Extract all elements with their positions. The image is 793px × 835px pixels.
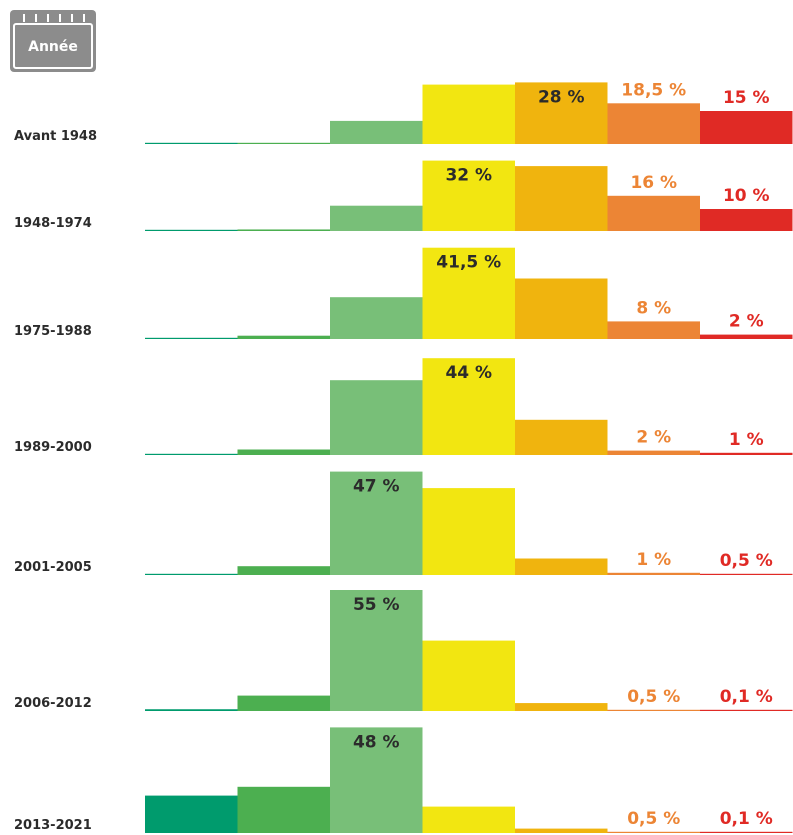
row-label: 2001-2005: [14, 560, 92, 575]
bar: [700, 452, 793, 455]
bar: [700, 209, 793, 231]
value-label: 8 %: [636, 298, 671, 318]
value-label: 0,5 %: [720, 551, 773, 571]
bar: [515, 82, 608, 144]
bar: [422, 806, 515, 833]
value-label: 47 %: [353, 477, 400, 497]
row-label: 1948-1974: [14, 216, 92, 231]
bar: [700, 573, 793, 575]
bar: [700, 334, 793, 339]
bar: [330, 297, 423, 339]
bar: [330, 590, 423, 711]
bar: [145, 709, 238, 711]
bar: [515, 419, 608, 455]
bar: [515, 828, 608, 833]
bar: [607, 321, 700, 339]
bar: [607, 572, 700, 575]
value-label: 15 %: [723, 88, 770, 108]
bar: [515, 558, 608, 575]
bar: [422, 640, 515, 711]
value-label: 10 %: [723, 186, 770, 206]
bar: [237, 449, 330, 455]
bar: [330, 120, 423, 144]
value-label: 1 %: [636, 550, 671, 570]
bar: [422, 84, 515, 144]
bar: [330, 471, 423, 575]
bar: [700, 831, 793, 833]
value-label: 28 %: [538, 87, 585, 107]
bar: [145, 337, 238, 339]
bar: [237, 142, 330, 144]
bar: [237, 786, 330, 833]
bar: [145, 453, 238, 455]
icon-page: [13, 23, 93, 69]
bar: [607, 103, 700, 144]
bar: [145, 795, 238, 833]
value-label: 0,5 %: [627, 687, 680, 707]
bar: [607, 195, 700, 231]
value-label: 44 %: [445, 363, 492, 383]
row-label: 1975-1988: [14, 324, 92, 339]
bar: [700, 111, 793, 144]
bar: [145, 142, 238, 144]
bar: [515, 278, 608, 339]
bar: [330, 205, 423, 231]
row-label: 2013-2021: [14, 818, 92, 833]
bar: [607, 450, 700, 455]
value-label: 2 %: [636, 428, 671, 448]
bar: [422, 358, 515, 455]
value-label: 18,5 %: [621, 80, 686, 100]
value-label: 41,5 %: [436, 253, 501, 273]
bar: [515, 166, 608, 231]
bar: [515, 703, 608, 711]
bar: [607, 831, 700, 833]
bar: [330, 727, 423, 833]
bar: [330, 380, 423, 455]
row-label: 1989-2000: [14, 440, 92, 455]
bar: [422, 488, 515, 575]
value-label: 0,1 %: [720, 687, 773, 707]
bar: [145, 573, 238, 575]
bar: [422, 160, 515, 231]
icon-label: Année: [28, 39, 78, 55]
value-label: 2 %: [729, 312, 764, 332]
bar: [237, 335, 330, 339]
year-icon: Année: [10, 10, 96, 72]
row-label: Avant 1948: [14, 129, 97, 144]
bar: [422, 247, 515, 339]
bar: [237, 566, 330, 575]
icon-rings: [23, 14, 85, 22]
bar: [700, 709, 793, 711]
value-label: 1 %: [729, 430, 764, 450]
bar: [145, 229, 238, 231]
bar: [237, 695, 330, 711]
value-label: 55 %: [353, 595, 400, 615]
value-label: 0,1 %: [720, 809, 773, 829]
row-label: 2006-2012: [14, 696, 92, 711]
value-label: 48 %: [353, 732, 400, 752]
value-label: 0,5 %: [627, 809, 680, 829]
value-label: 32 %: [445, 166, 492, 186]
bar: [237, 229, 330, 231]
bar: [607, 709, 700, 711]
value-label: 16 %: [630, 173, 677, 193]
